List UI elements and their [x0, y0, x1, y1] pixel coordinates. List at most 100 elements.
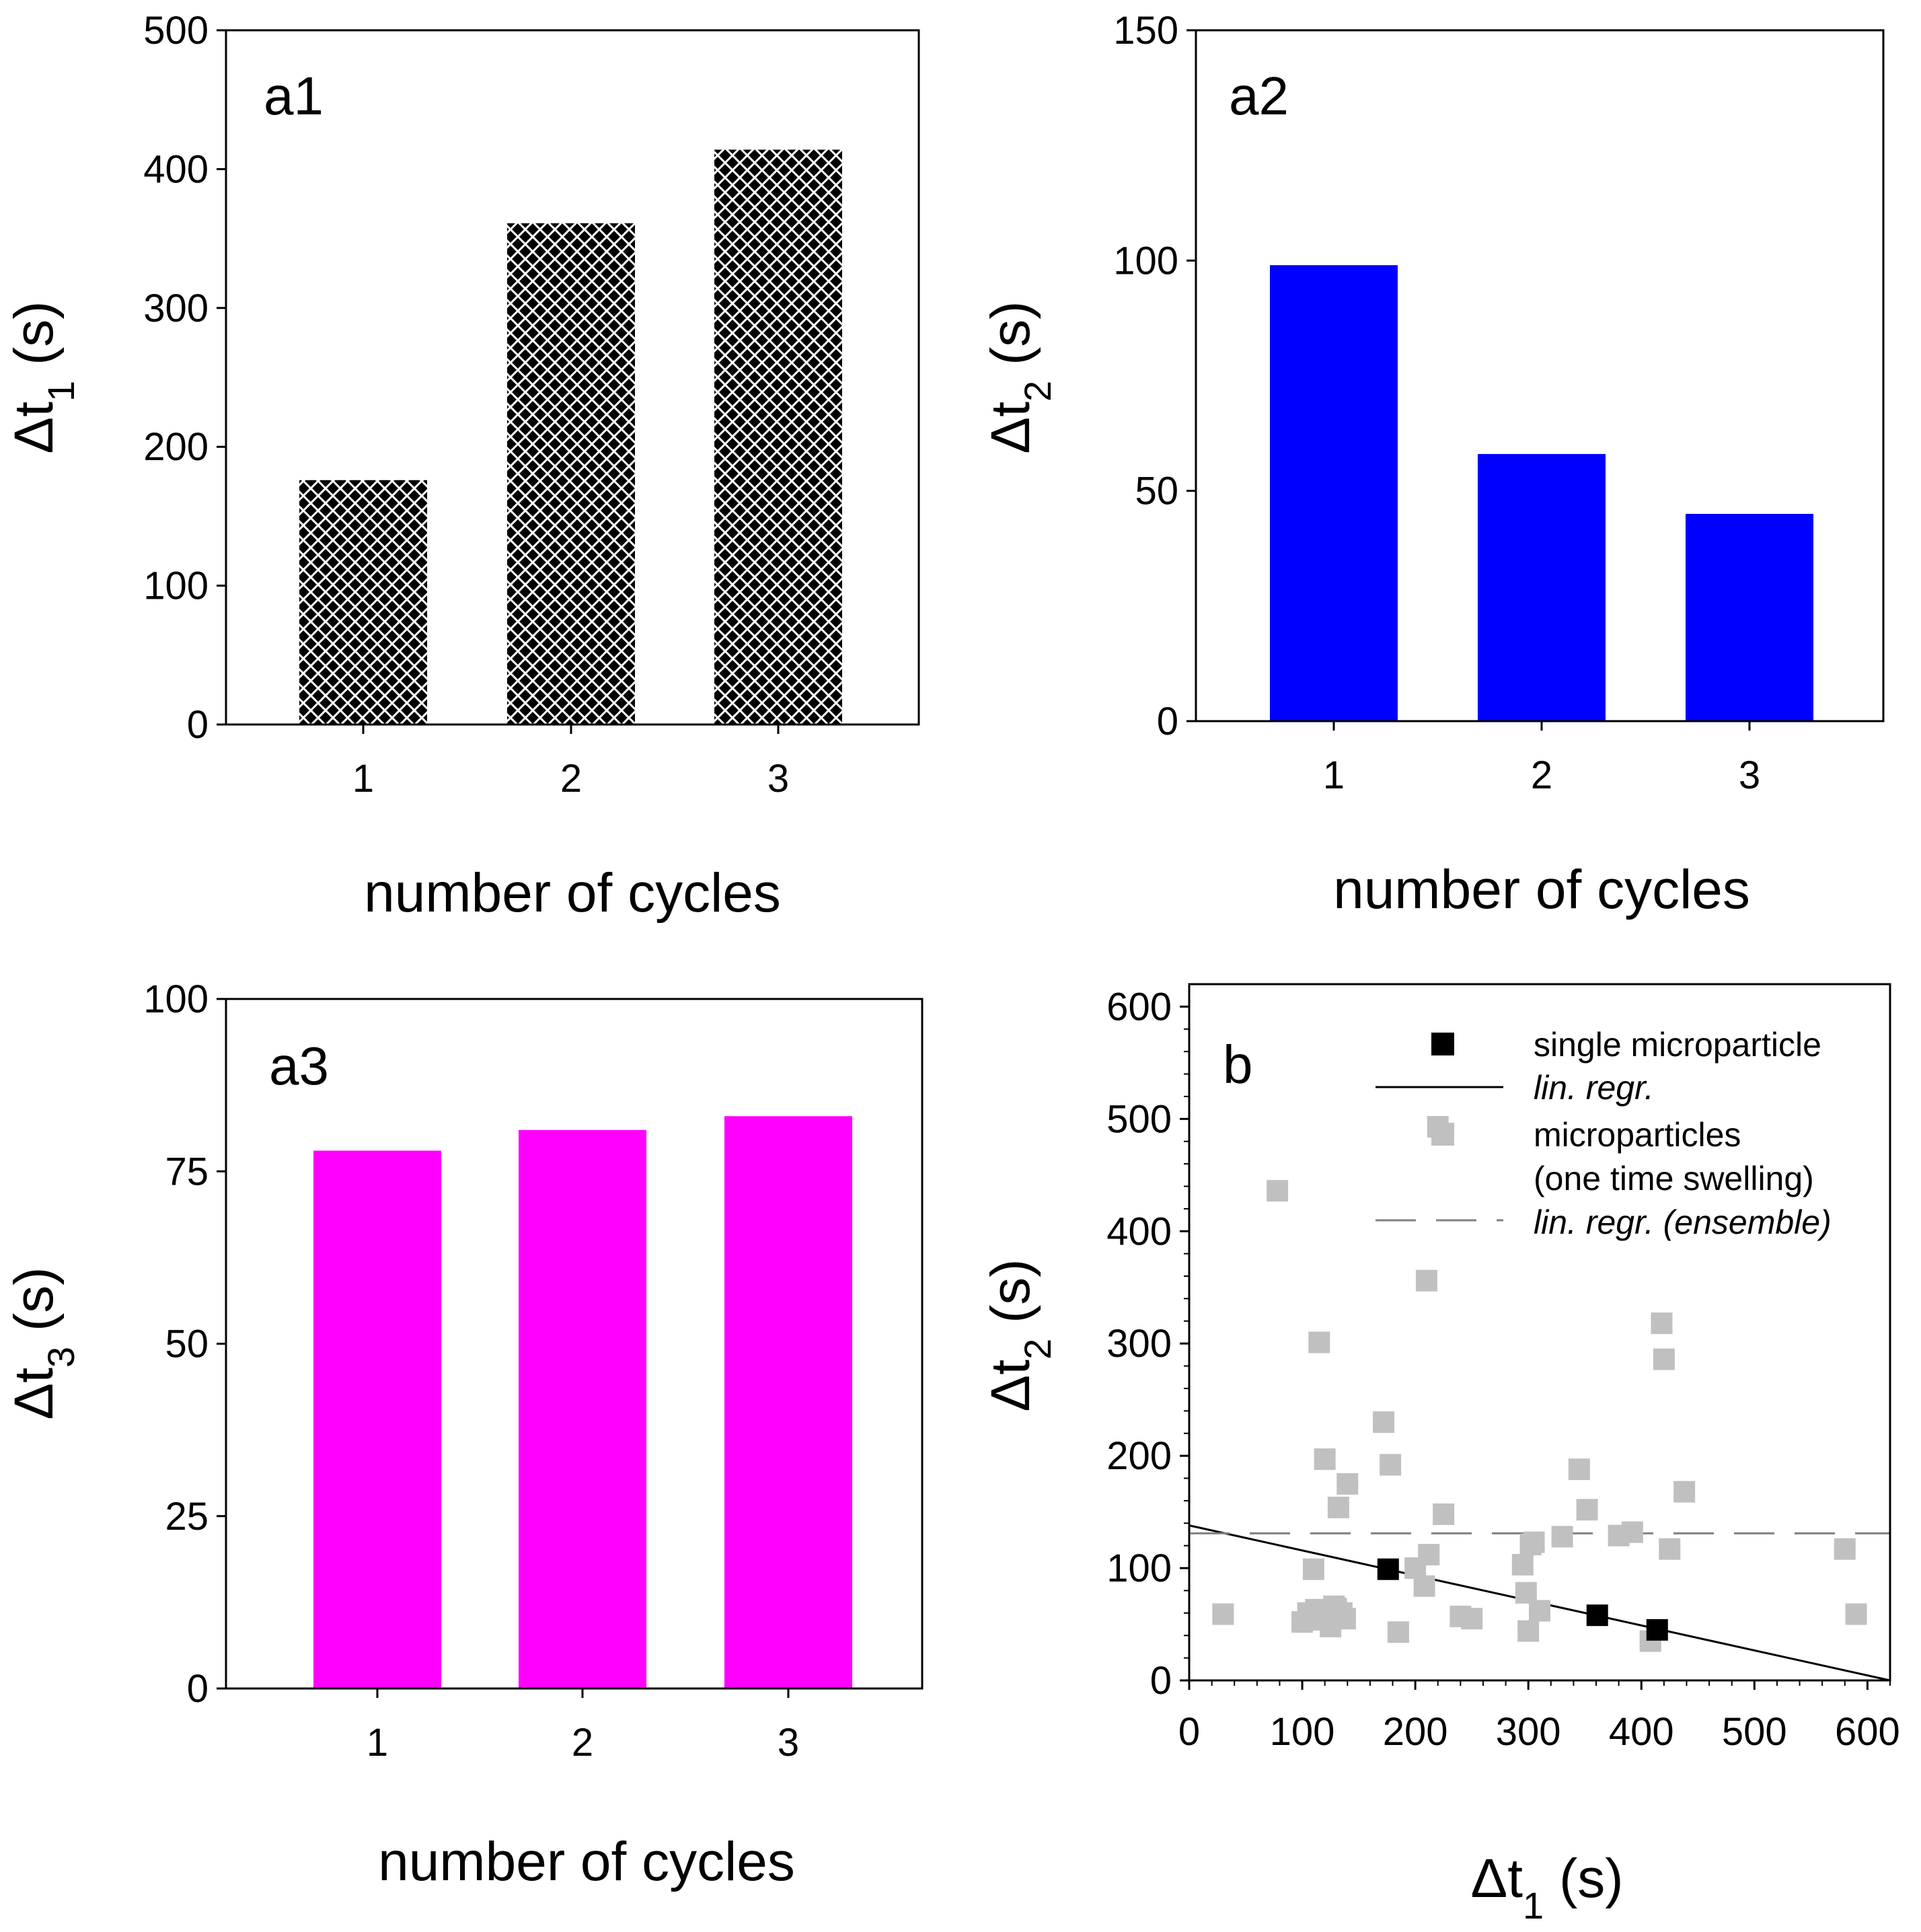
y-tick-label: 25: [165, 1495, 209, 1538]
y-tick-label: 0: [1150, 1659, 1172, 1703]
y-axis-title-sub-b: 2: [1016, 1339, 1059, 1360]
x-ticks-a2: 1 2 3: [1323, 721, 1760, 797]
bar-a2-1: [1270, 265, 1398, 721]
ensemble-point: [1673, 1481, 1696, 1503]
y-tick-label: 600: [1106, 985, 1172, 1029]
ensemble-point: [1302, 1558, 1324, 1580]
x-axis-title-unit-b: (s): [1544, 1848, 1623, 1909]
plot-frame-b: [1188, 983, 1891, 1682]
panel-label-b: b: [1223, 1035, 1253, 1094]
y-tick-label: 100: [143, 564, 209, 608]
y-axis-title-main-a3: Δt: [3, 1368, 65, 1420]
y-tick-label: 400: [143, 147, 209, 191]
y-tick-label: 100: [143, 977, 209, 1021]
bar-a3-3: [724, 1116, 852, 1688]
ensemble-point: [1461, 1608, 1483, 1630]
ensemble-point: [1621, 1521, 1643, 1543]
single-point: [1646, 1619, 1668, 1641]
ensemble-point: [1845, 1603, 1867, 1625]
legend-label-single: single microparticle: [1534, 1026, 1821, 1064]
ensemble-point: [1267, 1180, 1289, 1202]
x-tick-label: 500: [1722, 1710, 1787, 1754]
x-tick-label: 1: [352, 757, 374, 801]
bars-a1: [299, 149, 842, 724]
bar-a3-1: [313, 1150, 441, 1688]
plot-frame-a2: [1195, 29, 1885, 722]
bar-a3-2: [519, 1129, 646, 1688]
x-tick-label: 3: [1739, 753, 1760, 797]
x-tick-label: 2: [1531, 753, 1552, 797]
x-tick-label: 0: [1178, 1710, 1200, 1754]
y-tick-label: 500: [1106, 1097, 1172, 1141]
ensemble-point: [1517, 1620, 1540, 1642]
y-ticks-a2: 0 50 100 150: [1113, 9, 1196, 743]
ensemble-point: [1551, 1526, 1573, 1548]
y-tick-label: 75: [165, 1150, 209, 1193]
x-axis-title-a1: number of cycles: [364, 862, 781, 924]
y-axis-title-a3: Δt3 (s): [3, 1267, 82, 1419]
x-axis-title-sub-b: 1: [1523, 1884, 1544, 1927]
y-axis-title-main-b: Δt: [980, 1360, 1041, 1412]
panel-label-a3: a3: [269, 1036, 329, 1096]
x-ticks-a3: 1 2 3: [367, 1688, 799, 1764]
ensemble-point: [1515, 1582, 1537, 1604]
y-tick-label: 150: [1113, 9, 1178, 52]
ensemble-point: [1659, 1538, 1681, 1560]
y-axis-title-unit-a2: (s): [980, 301, 1041, 380]
ensemble-point: [1576, 1499, 1598, 1521]
y-ticks-a3: 0 25 50 75 100: [143, 977, 226, 1711]
bars-a2: [1270, 265, 1813, 721]
y-axis-title-main-a1: Δt: [3, 402, 65, 454]
x-tick-label: 400: [1609, 1710, 1674, 1754]
x-tick-label: 2: [560, 757, 582, 801]
single-point: [1377, 1558, 1399, 1580]
ensemble-point: [1433, 1503, 1455, 1525]
y-tick-label: 200: [1106, 1434, 1172, 1478]
x-tick-label: 2: [572, 1721, 593, 1764]
ensemble-point: [1418, 1544, 1440, 1566]
x-axis-title-a2: number of cycles: [1333, 859, 1750, 920]
y-ticks-a1: 0 100 200 300 400 500: [143, 9, 226, 747]
legend-marker-single: [1431, 1033, 1454, 1055]
ensemble-point: [1651, 1312, 1673, 1335]
x-tick-label: 3: [778, 1721, 799, 1764]
bar-a1-1: [299, 480, 427, 724]
x-tick-label: 1: [1323, 753, 1345, 797]
ensemble-point: [1413, 1575, 1435, 1597]
y-axis-title-unit-b: (s): [980, 1259, 1041, 1338]
y-tick-label: 0: [1157, 700, 1178, 743]
y-axis-title-sub-a1: 1: [40, 381, 82, 402]
ensemble-point: [1834, 1538, 1856, 1560]
y-ticks-b: 0 100 200 300 400 500 600: [1106, 985, 1189, 1703]
x-tick-label: 3: [767, 757, 789, 801]
x-ticks-b: 0 100 200 300 400 500 600: [1178, 1680, 1900, 1754]
x-axis-title-a3: number of cycles: [378, 1831, 795, 1892]
ensemble-point: [1511, 1554, 1534, 1576]
y-tick-label: 50: [165, 1323, 209, 1366]
y-axis-title-a2: Δt2 (s): [980, 301, 1059, 453]
legend-label-ensemble-line2: (one time swelling): [1534, 1160, 1814, 1197]
y-axis-title-unit-a1: (s): [3, 301, 65, 380]
y-axis-title-sub-a2: 2: [1016, 381, 1059, 402]
ensemble-point: [1314, 1448, 1336, 1471]
bar-a1-3: [714, 149, 842, 724]
ensemble-point: [1568, 1458, 1590, 1481]
ensemble-point: [1373, 1411, 1395, 1434]
ensemble-point: [1336, 1473, 1359, 1495]
single-point: [1586, 1604, 1608, 1627]
y-axis-title-a1: Δt1 (s): [3, 301, 82, 453]
ensemble-point: [1327, 1496, 1349, 1518]
legend-marker-ensemble: [1431, 1123, 1454, 1146]
ensemble-point: [1415, 1269, 1437, 1292]
plot-frame-a1: [225, 29, 920, 726]
ensemble-point: [1653, 1348, 1675, 1370]
x-tick-label: 100: [1270, 1710, 1335, 1754]
y-axis-title-b: Δt2 (s): [980, 1259, 1059, 1411]
x-tick-label: 600: [1835, 1710, 1900, 1754]
legend-b: single microparticle lin. regr. micropar…: [1376, 1026, 1832, 1241]
x-axis-title-b: Δt1 (s): [1470, 1848, 1623, 1927]
ensemble-point: [1523, 1531, 1545, 1553]
